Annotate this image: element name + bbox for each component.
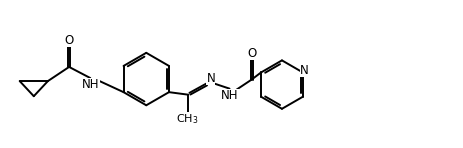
Text: N: N [300, 64, 308, 77]
Text: NH: NH [221, 89, 238, 102]
Text: CH$_3$: CH$_3$ [176, 112, 199, 126]
Text: N: N [206, 72, 215, 85]
Text: NH: NH [82, 78, 100, 91]
Text: O: O [64, 34, 74, 47]
Text: O: O [246, 47, 256, 60]
